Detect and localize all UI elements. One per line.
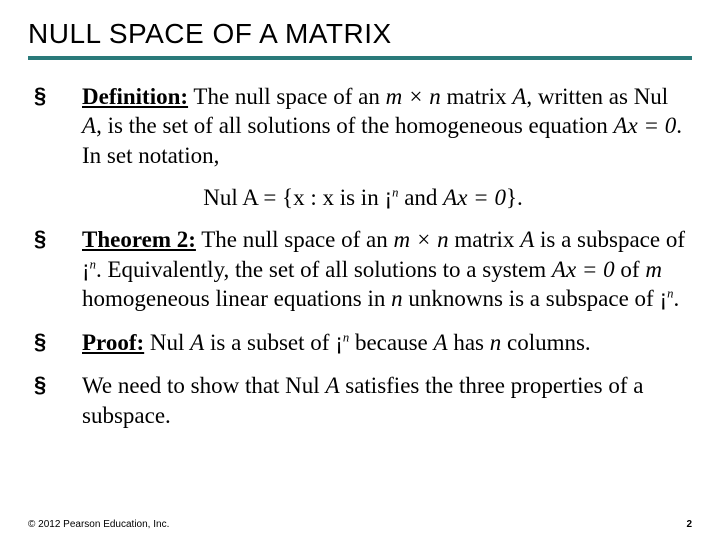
bullet-item: § We need to show that Nul A satisfies t…	[34, 371, 692, 430]
text-fragment: is a subset of	[204, 330, 335, 355]
bullet-item: § Theorem 2: The null space of an m × n …	[34, 225, 692, 313]
text-fragment: of	[615, 257, 646, 282]
theorem-text: Theorem 2: The null space of an m × n ma…	[82, 225, 692, 313]
text-fragment: Nul	[144, 330, 190, 355]
text-fragment: has	[448, 330, 490, 355]
text-fragment: The null space of an	[188, 84, 386, 109]
real-symbol: ¡	[384, 184, 392, 210]
math-eq: Ax = 0	[613, 113, 676, 138]
lead-label: Definition:	[82, 84, 188, 109]
math-a: A	[190, 330, 204, 355]
math-a: A	[512, 84, 526, 109]
bullet-icon: §	[34, 225, 82, 254]
math-n: n	[391, 286, 403, 311]
math-n: n	[490, 330, 502, 355]
text-fragment: and	[398, 185, 443, 210]
content-area: § Definition: The null space of an m × n…	[28, 82, 692, 430]
page-number: 2	[686, 519, 692, 530]
bullet-item: § Proof: Nul A is a subset of ¡ n because…	[34, 328, 692, 357]
bullet-icon: §	[34, 328, 82, 357]
text-fragment: .	[673, 286, 679, 311]
real-symbol: ¡	[335, 329, 343, 355]
text-fragment: unknowns is a subspace of	[403, 286, 660, 311]
footer: © 2012 Pearson Education, Inc. 2	[28, 519, 692, 530]
math-a: A	[434, 330, 448, 355]
text-fragment: }.	[506, 185, 523, 210]
slide: NULL SPACE OF A MATRIX § Definition: The…	[0, 0, 720, 430]
real-symbol: ¡	[659, 285, 667, 311]
math-mxn: m × n	[386, 84, 441, 109]
proof-text: Proof: Nul A is a subset of ¡ n because A…	[82, 328, 591, 357]
text-fragment: , written as Nul	[526, 84, 668, 109]
text-fragment: matrix	[449, 227, 521, 252]
bullet-icon: §	[34, 371, 82, 400]
text-fragment: . Equivalently, the set of all solutions…	[96, 257, 552, 282]
text-fragment: because	[349, 330, 433, 355]
lead-label: Theorem 2:	[82, 227, 196, 252]
text-fragment: matrix	[441, 84, 513, 109]
math-a: A	[325, 373, 339, 398]
slide-title: NULL SPACE OF A MATRIX	[28, 18, 692, 60]
bullet-item: § Definition: The null space of an m × n…	[34, 82, 692, 170]
text-fragment: = {x : x is in	[258, 185, 385, 210]
text-fragment: Nul	[203, 185, 242, 210]
math-eq: Ax = 0	[552, 257, 615, 282]
set-notation: Nul A = {x : x is in ¡n and Ax = 0}.	[34, 184, 692, 211]
text-fragment: is a subspace of	[534, 227, 685, 252]
definition-text: Definition: The null space of an m × n m…	[82, 82, 692, 170]
math-a: A	[242, 185, 257, 210]
math-a: A	[82, 113, 96, 138]
text-fragment: The null space of an	[196, 227, 394, 252]
bullet-icon: §	[34, 82, 82, 111]
text-fragment: We need to show that Nul	[82, 373, 325, 398]
real-symbol: ¡	[82, 256, 90, 282]
copyright-text: © 2012 Pearson Education, Inc.	[28, 519, 169, 530]
math-eq: Ax = 0	[443, 185, 506, 210]
math-mxn: m × n	[394, 227, 449, 252]
text-fragment: , is the set of all solutions of the hom…	[96, 113, 613, 138]
text-fragment: homogeneous linear equations in	[82, 286, 391, 311]
math-m: m	[645, 257, 662, 282]
lead-label: Proof:	[82, 330, 144, 355]
closing-text: We need to show that Nul A satisfies the…	[82, 371, 692, 430]
math-a: A	[520, 227, 534, 252]
text-fragment: columns.	[501, 330, 590, 355]
